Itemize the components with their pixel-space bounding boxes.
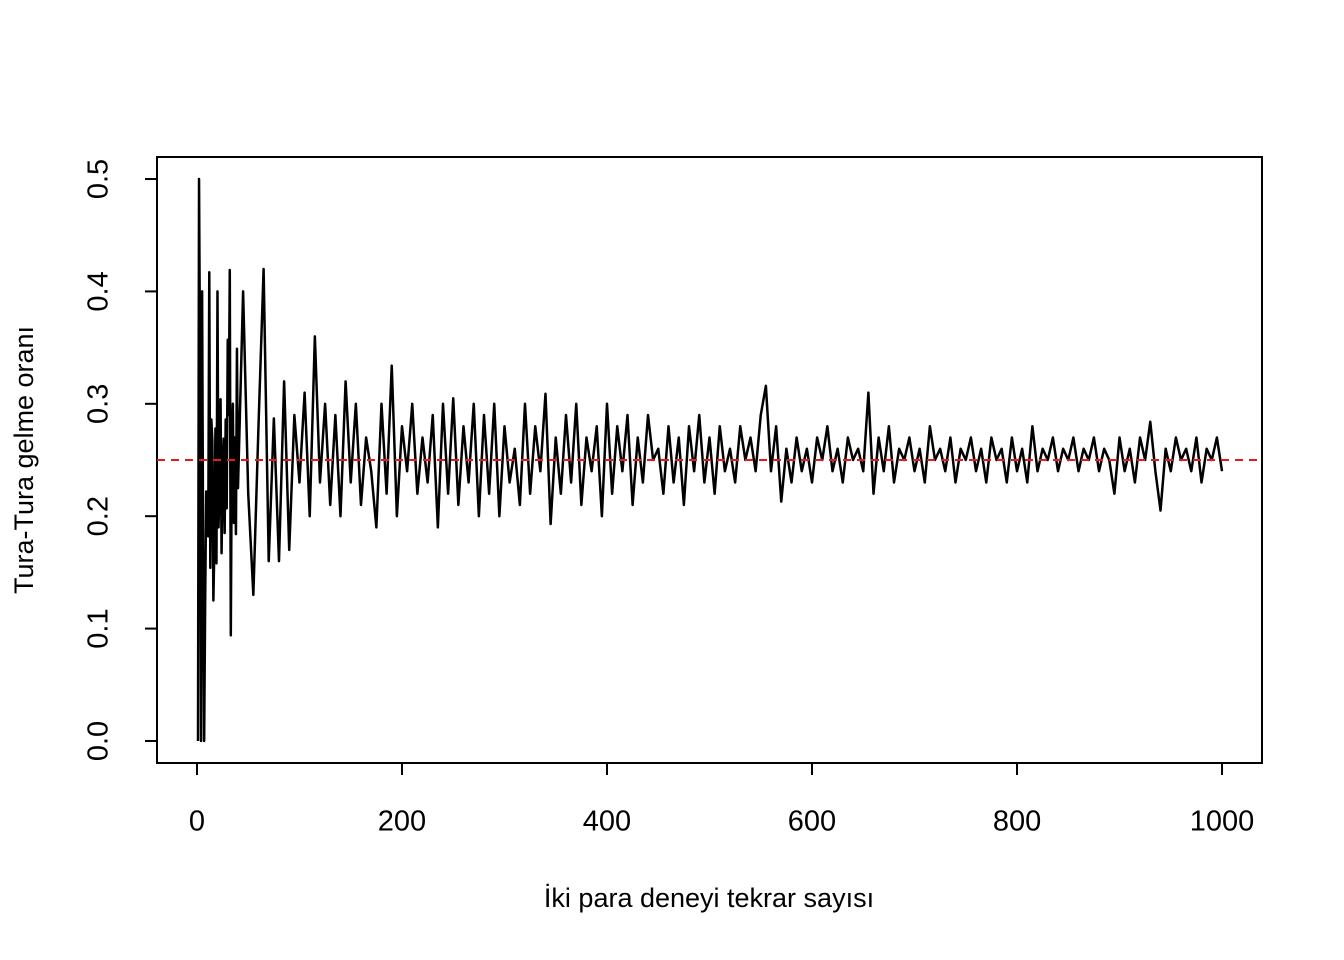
x-tick-label: 200 [378, 806, 426, 838]
x-tick-label: 0 [189, 806, 205, 838]
y-tick-label: 0.1 [83, 608, 115, 648]
data-line [196, 177, 1224, 743]
y-tick-label: 0.3 [83, 384, 115, 424]
y-tick-label: 0.0 [83, 721, 115, 761]
y-tick-label: 0.4 [83, 271, 115, 311]
x-tick-label: 400 [583, 806, 631, 838]
y-tick-label: 0.2 [83, 496, 115, 536]
x-tick-label: 800 [993, 806, 1041, 838]
x-tick-label: 600 [788, 806, 836, 838]
y-tick-label: 0.5 [83, 159, 115, 199]
x-axis-title: İki para deneyi tekrar sayısı [544, 882, 874, 913]
x-tick-label: 1000 [1190, 806, 1255, 838]
y-axis-title: Tura-Tura gelme oranı [9, 326, 39, 594]
